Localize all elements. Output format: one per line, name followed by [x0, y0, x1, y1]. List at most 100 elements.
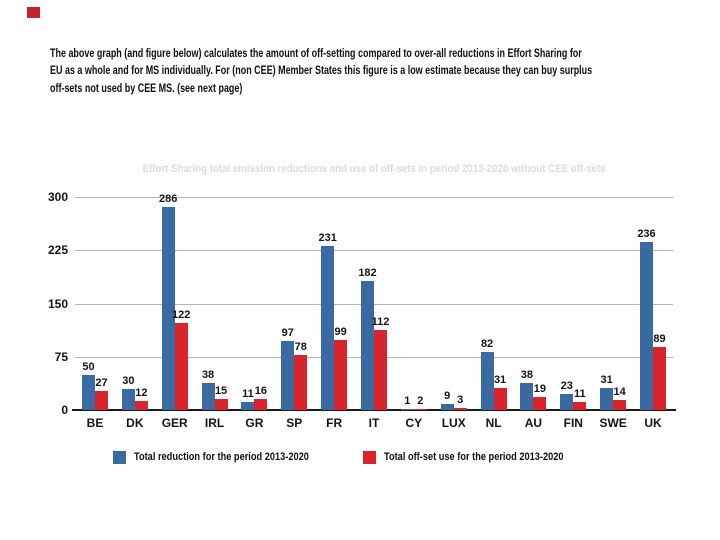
bar-blue-BE	[82, 374, 95, 410]
bar-red-GR	[254, 398, 268, 410]
bar-blue-FR	[321, 246, 335, 410]
value-label-NL-1: 31	[493, 374, 507, 386]
bar-red-UK	[653, 346, 666, 410]
x-tick-label-IT: IT	[368, 416, 380, 430]
bar-red-LUX	[453, 407, 467, 410]
value-label-FR-0: 231	[318, 232, 337, 244]
blue-legend-swatch	[113, 450, 126, 464]
bar-red-FR	[334, 339, 348, 410]
value-label-NL-0: 82	[480, 337, 494, 350]
red-corner-marker	[27, 7, 40, 18]
value-label-UK-1: 89	[653, 332, 666, 345]
bar-blue-NL	[480, 351, 494, 410]
gridline-225	[75, 250, 673, 252]
value-label-IT-0: 182	[358, 266, 377, 279]
value-label-GER-0: 286	[159, 192, 178, 205]
x-axis-line	[72, 409, 676, 411]
value-label-SP-1: 78	[294, 340, 307, 353]
bar-blue-UK	[640, 242, 653, 410]
bar-blue-FIN	[560, 393, 574, 410]
value-label-CY-1: 2	[417, 394, 424, 407]
value-label-SWE-1: 14	[613, 386, 626, 399]
legend-item-offset: Total off-set use for the period 2013-20…	[363, 450, 598, 464]
x-tick-label-BE: BE	[86, 416, 104, 430]
legend-label-offset: Total off-set use for the period 2013-20…	[384, 451, 564, 463]
value-label-LUX-1: 3	[457, 393, 464, 406]
x-tick-label-SWE: SWE	[599, 416, 627, 430]
bar-red-DK	[134, 401, 148, 410]
bar-red-IT	[374, 330, 387, 410]
bar-blue-DK	[121, 388, 135, 410]
bar-blue-AU	[520, 383, 534, 410]
value-label-AU-0: 38	[520, 369, 534, 382]
bar-red-AU	[533, 396, 547, 410]
value-label-IRL-0: 38	[201, 369, 215, 382]
value-label-FIN-0: 23	[560, 379, 573, 392]
x-tick-label-SP: SP	[286, 416, 303, 430]
x-tick-label-DK: DK	[126, 416, 144, 430]
legend-label-reduction: Total reduction for the period 2013-2020	[134, 451, 309, 463]
value-label-DK-0: 30	[122, 374, 135, 387]
x-tick-label-GER: GER	[161, 416, 188, 430]
value-label-FR-1: 99	[334, 325, 347, 338]
y-tick-label-75: 75	[54, 349, 68, 364]
bar-red-FIN	[573, 402, 587, 410]
value-label-CY-0: 1	[404, 395, 411, 408]
bar-blue-LUX	[440, 403, 454, 410]
chart-title-text: Effort Sharing total emission reductions…	[142, 163, 606, 175]
bar-red-SWE	[613, 400, 627, 410]
y-tick-label-300: 300	[47, 190, 68, 204]
x-tick-label-FIN: FIN	[563, 416, 583, 430]
bar-blue-SP	[281, 341, 295, 410]
value-label-IT-1: 112	[371, 316, 390, 329]
bar-blue-IT	[361, 280, 374, 410]
x-tick-label-GR: GR	[245, 416, 264, 430]
value-label-GR-0: 11	[242, 388, 254, 401]
y-tick-label-225: 225	[47, 243, 68, 258]
bar-blue-GR	[241, 402, 255, 410]
x-tick-label-IRL: IRL	[204, 416, 225, 430]
value-label-BE-0: 50	[82, 360, 95, 373]
y-tick-label-0: 0	[61, 403, 68, 417]
intro-line-1: The above graph (and figure below) calcu…	[50, 48, 582, 60]
value-label-UK-0: 236	[637, 228, 656, 241]
y-tick-label-150: 150	[47, 296, 68, 311]
gridline-300	[75, 197, 673, 198]
bar-blue-IRL	[201, 383, 215, 410]
x-tick-label-FR: FR	[326, 416, 343, 430]
intro-line-2: EU as a whole and for MS individually. F…	[50, 65, 593, 78]
value-label-SWE-0: 31	[600, 374, 613, 386]
bar-red-IRL	[214, 399, 228, 410]
bar-blue-CY	[400, 409, 414, 410]
value-label-BE-1: 27	[95, 376, 108, 389]
x-tick-label-LUX: LUX	[441, 416, 466, 430]
gridline-150	[75, 303, 673, 305]
x-tick-label-AU: AU	[524, 416, 543, 430]
bar-red-NL	[493, 388, 507, 410]
chart-plot-area: 50 27 30 12 286 122 38 15 11 16 97 78 231 99 182 112 1 2 9…	[72, 193, 676, 411]
x-tick-label-NL: NL	[485, 416, 502, 430]
value-label-GR-1: 16	[254, 384, 268, 397]
bar-red-GER	[174, 323, 188, 410]
value-label-LUX-0: 9	[444, 389, 451, 402]
bar-blue-SWE	[600, 388, 614, 410]
value-label-FIN-1: 11	[573, 388, 586, 401]
bar-red-BE	[95, 390, 108, 410]
value-label-AU-1: 19	[533, 382, 547, 395]
x-tick-label-CY: CY	[405, 416, 423, 430]
bar-red-CY	[413, 408, 427, 410]
intro-line-3: off-sets not used by CEE MS. (see next p…	[50, 82, 243, 95]
bar-blue-GER	[161, 206, 175, 410]
value-label-DK-1: 12	[135, 387, 148, 400]
value-label-IRL-1: 15	[214, 385, 228, 398]
value-label-SP-0: 97	[281, 327, 294, 340]
red-legend-swatch	[363, 450, 376, 464]
legend-item-reduction: Total reduction for the period 2013-2020	[113, 450, 342, 464]
value-label-GER-1: 122	[172, 309, 191, 322]
intro-paragraph: The above graph (and figure below) calcu…	[50, 46, 593, 98]
x-tick-label-UK: UK	[644, 416, 662, 430]
chart-title: Effort Sharing total emission reductions…	[75, 163, 673, 175]
bar-red-SP	[294, 354, 308, 410]
